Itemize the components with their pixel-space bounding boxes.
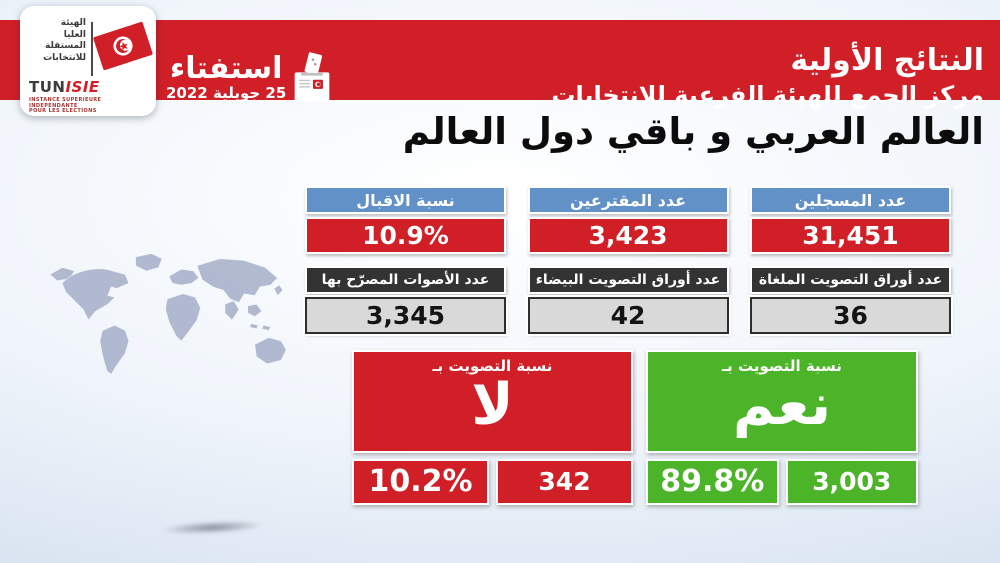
header-bar: النتائج الأولية مركز الجمع للهيئة الفرعي… <box>0 20 1000 109</box>
ballot-box-icon <box>294 52 330 101</box>
result-yes-answer: نعم <box>732 372 832 438</box>
region-title: العالم العربي و باقي دول العالم <box>402 110 984 153</box>
map-alaska <box>49 267 75 281</box>
shadow-smudge <box>159 518 266 537</box>
map-greenland <box>135 253 163 272</box>
preliminary-results-title: النتائج الأولية <box>790 43 984 78</box>
logo-line-3: المستقلة <box>45 41 86 51</box>
result-yes-label: نسبة التصويت بـ <box>722 357 842 375</box>
collection-center-subtitle: مركز الجمع للهيئة الفرعية للانتخابات <box>551 81 984 109</box>
stat-blank-ballots: عدد أوراق التصويت البيضاء 42 <box>527 266 729 334</box>
stat-declared-votes: عدد الأصوات المصرّح بها 3,345 <box>305 266 506 334</box>
map-africa <box>165 293 201 342</box>
referendum-text: استفتاء 25 جويلية 2022 <box>166 53 286 102</box>
logo-divider <box>91 22 93 76</box>
logo-fr-line-1: INSTANCE SUPERIEURE <box>29 97 102 103</box>
isie-latin-name: TUNISIE <box>29 78 100 96</box>
result-yes-percent: 89.8% <box>646 459 779 505</box>
stat-voters-label: عدد المقترعين <box>527 186 729 214</box>
stats-row-turnout: عدد المسجلين 31,451 عدد المقترعين 3,423 … <box>305 186 951 254</box>
map-se-asia <box>247 303 263 317</box>
map-north-america <box>61 268 130 321</box>
stat-voters-value: 3,423 <box>527 217 729 254</box>
map-europe <box>168 268 200 286</box>
result-no-count: 342 <box>496 459 633 505</box>
logo-line-4: للانتخابات <box>43 52 86 63</box>
isie-logo-card: الهيئة العليا المستقلة للانتخابات TUNISI… <box>20 6 156 116</box>
logo-fr-line-2: INDEPENDANTE <box>29 102 78 109</box>
result-yes-count: 3,003 <box>785 459 918 505</box>
logo-tun: TUN <box>29 78 66 96</box>
isie-french-name: INSTANCE SUPERIEURE INDEPENDANTE POUR LE… <box>29 97 102 115</box>
referendum-block: استفتاء 25 جويلية 2022 <box>166 50 333 104</box>
stat-cancelled-label: عدد أوراق التصويت الملغاة <box>750 266 951 294</box>
result-no-label: نسبة التصويت بـ <box>432 357 553 375</box>
header-titles: النتائج الأولية مركز الجمع للهيئة الفرعي… <box>551 43 984 112</box>
result-no-values: 10.2% 342 <box>352 459 633 505</box>
tunisia-flag-icon <box>93 21 153 71</box>
result-yes-block: نسبة التصويت بـ نعم 89.8% 3,003 <box>646 350 918 505</box>
logo-line-1: الهيئة <box>60 18 86 28</box>
isie-arabic-name: الهيئة العليا المستقلة للانتخابات <box>28 18 86 64</box>
referendum-date: 25 جويلية 2022 <box>166 83 287 102</box>
result-no-card: نسبة التصويت بـ لا <box>352 350 633 453</box>
stat-voters: عدد المقترعين 3,423 <box>527 186 729 254</box>
result-no-block: نسبة التصويت بـ لا 10.2% 342 <box>352 350 633 505</box>
result-no-percent: 10.2% <box>352 459 489 505</box>
map-south-america <box>99 324 130 375</box>
result-yes-values: 89.8% 3,003 <box>646 459 918 505</box>
map-japan <box>273 284 284 296</box>
referendum-word: استفتاء <box>169 50 283 86</box>
map-india <box>224 300 240 321</box>
map-indonesia <box>249 323 271 331</box>
stat-declared-label: عدد الأصوات المصرّح بها <box>305 266 506 294</box>
map-asia <box>196 258 278 303</box>
logo-isie: ISIE <box>65 78 100 96</box>
result-no-answer: لا <box>471 372 514 438</box>
result-yes-card: نسبة التصويت بـ نعم <box>646 350 918 453</box>
world-map-graphic <box>49 253 287 375</box>
logo-fr-line-3: POUR LES ELECTIONS <box>29 108 97 115</box>
logo-line-2: العليا <box>63 29 86 40</box>
stat-blank-value: 42 <box>527 297 729 334</box>
stat-cancelled-value: 36 <box>750 297 951 334</box>
stat-declared-value: 3,345 <box>305 297 506 334</box>
stat-turnout-value: 10.9% <box>305 217 506 254</box>
stat-registered: عدد المسجلين 31,451 <box>750 186 951 254</box>
stat-registered-value: 31,451 <box>750 217 951 254</box>
stat-registered-label: عدد المسجلين <box>750 186 951 214</box>
stat-blank-label: عدد أوراق التصويت البيضاء <box>527 266 729 294</box>
stat-turnout-label: نسبة الاقبال <box>305 186 506 214</box>
stat-cancelled-ballots: عدد أوراق التصويت الملغاة 36 <box>750 266 951 334</box>
stat-turnout: نسبة الاقبال 10.9% <box>305 186 506 254</box>
map-australia <box>254 337 287 365</box>
stats-row-ballots: عدد أوراق التصويت الملغاة 36 عدد أوراق ا… <box>305 266 951 334</box>
